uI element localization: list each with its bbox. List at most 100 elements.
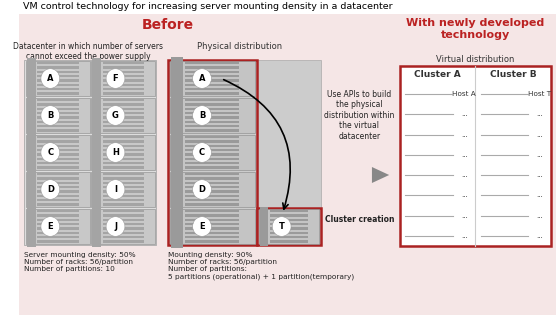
Bar xyxy=(102,125,144,128)
Bar xyxy=(27,104,36,114)
Bar xyxy=(27,95,36,105)
Bar xyxy=(92,104,101,114)
Bar xyxy=(38,199,78,202)
Bar xyxy=(185,79,240,82)
Bar xyxy=(102,158,144,160)
Bar xyxy=(38,92,78,95)
Text: G: G xyxy=(112,111,119,120)
Bar xyxy=(38,136,78,138)
Text: ...: ... xyxy=(461,152,468,158)
Bar xyxy=(38,240,78,243)
Bar xyxy=(185,121,240,123)
Bar xyxy=(38,232,78,234)
Bar xyxy=(27,150,36,159)
Bar xyxy=(38,71,78,73)
Bar xyxy=(92,211,101,220)
Bar xyxy=(171,57,183,69)
Bar xyxy=(102,107,144,110)
Bar xyxy=(185,236,240,238)
Bar xyxy=(185,162,240,164)
Bar xyxy=(38,103,78,106)
Bar xyxy=(171,70,183,83)
Bar xyxy=(185,240,240,243)
Bar xyxy=(38,116,78,119)
Circle shape xyxy=(41,217,60,236)
Bar xyxy=(38,181,78,184)
Bar xyxy=(170,209,255,244)
Bar xyxy=(171,209,183,222)
Bar xyxy=(38,223,78,225)
Circle shape xyxy=(106,217,125,236)
Bar xyxy=(185,99,240,101)
Bar xyxy=(38,158,78,160)
Bar xyxy=(38,125,78,128)
Bar xyxy=(27,211,36,220)
Bar xyxy=(38,149,78,151)
Bar xyxy=(92,228,101,238)
Bar xyxy=(170,98,255,133)
Bar xyxy=(38,203,78,206)
Bar xyxy=(27,100,36,109)
Bar xyxy=(92,117,101,127)
Bar xyxy=(259,209,319,244)
Bar xyxy=(185,199,240,202)
Bar xyxy=(92,187,101,196)
Text: C: C xyxy=(199,148,205,157)
Text: ...: ... xyxy=(536,192,543,198)
Bar xyxy=(102,203,144,206)
Bar xyxy=(38,129,78,132)
Bar xyxy=(38,145,78,147)
Bar xyxy=(38,214,78,217)
Text: H: H xyxy=(112,148,119,157)
Bar xyxy=(171,74,183,87)
Bar xyxy=(92,207,101,216)
Bar xyxy=(38,140,78,143)
Text: Use APIs to build
the physical
distribution within
the virtual
datacenter: Use APIs to build the physical distribut… xyxy=(324,90,395,140)
Bar xyxy=(92,196,101,205)
Bar xyxy=(92,95,101,105)
Bar xyxy=(185,232,240,234)
Text: I: I xyxy=(114,185,117,194)
Bar xyxy=(92,215,101,225)
Text: Physical distribution: Physical distribution xyxy=(197,42,282,51)
Bar xyxy=(92,237,101,247)
Circle shape xyxy=(41,69,60,88)
Bar xyxy=(185,136,240,138)
Bar xyxy=(26,61,90,96)
Bar xyxy=(102,219,144,221)
Bar xyxy=(27,220,36,229)
Bar xyxy=(38,153,78,156)
Text: ...: ... xyxy=(536,233,543,239)
Bar xyxy=(27,192,36,201)
Bar xyxy=(171,103,183,115)
Text: E: E xyxy=(199,222,205,231)
Bar xyxy=(27,215,36,225)
Bar xyxy=(185,181,240,184)
Bar xyxy=(171,125,183,137)
Bar xyxy=(92,67,101,77)
Bar xyxy=(185,75,240,77)
Bar xyxy=(171,94,183,106)
Bar xyxy=(185,210,240,212)
Bar xyxy=(395,14,556,315)
Bar xyxy=(102,166,144,169)
Bar xyxy=(102,149,144,151)
Bar xyxy=(185,71,240,73)
Bar xyxy=(102,199,144,202)
Bar xyxy=(26,172,90,207)
Bar xyxy=(92,220,101,229)
Bar xyxy=(27,200,36,209)
Bar xyxy=(92,72,101,81)
Circle shape xyxy=(41,180,60,199)
Bar xyxy=(260,238,268,246)
Bar xyxy=(27,137,36,146)
Text: ...: ... xyxy=(461,132,468,138)
Text: J: J xyxy=(114,222,117,231)
Bar xyxy=(185,173,240,175)
Bar xyxy=(38,79,78,82)
Text: Cluster B: Cluster B xyxy=(490,70,536,79)
Bar xyxy=(92,233,101,242)
Bar xyxy=(38,177,78,180)
Bar xyxy=(92,100,101,109)
Text: ...: ... xyxy=(461,213,468,219)
